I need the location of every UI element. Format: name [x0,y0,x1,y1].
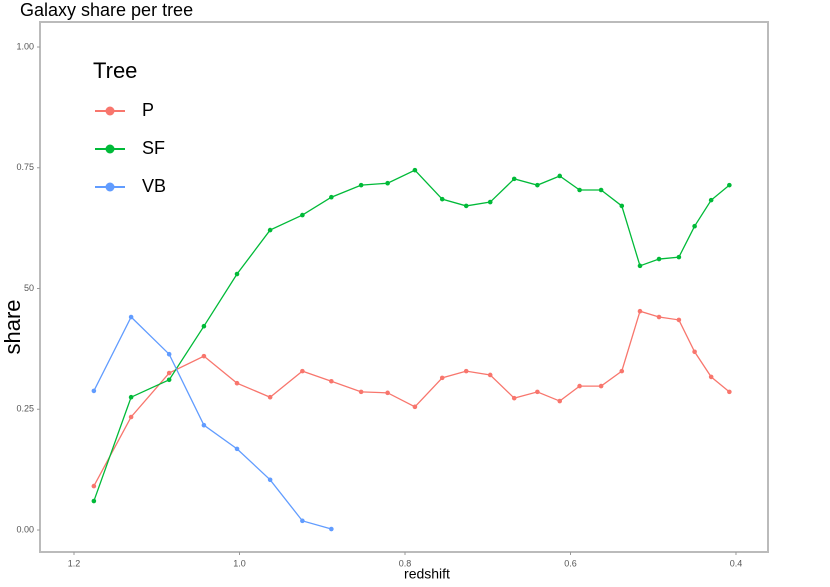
legend-label: VB [142,176,166,196]
data-point [128,414,134,420]
data-point [329,378,334,384]
data-point [577,187,582,193]
x-tick-label: 0.8 [399,558,412,568]
legend-dot [105,106,115,116]
data-point [329,194,334,200]
data-point [656,314,662,320]
data-point [577,383,582,389]
data-point [234,271,240,277]
data-point [234,380,240,386]
data-point [300,518,305,524]
panel-border [39,21,769,553]
data-point [676,317,682,323]
data-point [619,203,625,209]
y-tick-label: 0.75 [16,162,34,172]
data-point [128,314,134,320]
data-point [535,182,540,188]
data-point [128,394,134,400]
data-point [300,212,305,218]
y-axis-label: share [0,299,25,354]
data-point [439,375,445,381]
legend-label: SF [142,138,165,158]
data-point [619,368,625,374]
series-line [93,169,730,502]
data-point [598,187,604,193]
data-point [487,372,493,378]
data-point [358,182,364,188]
data-point [511,176,517,182]
data-point [676,254,682,260]
legend-dot [105,182,115,192]
data-point [557,173,563,179]
data-point [234,446,240,452]
data-point [692,223,697,229]
legend-label: P [142,100,154,120]
x-tick-label: 1.2 [68,558,81,568]
data-point [637,263,643,269]
data-point [598,383,604,389]
data-point [300,368,305,374]
x-tick-label: 0.6 [564,558,577,568]
data-point [487,199,493,205]
data-point [692,349,697,355]
x-axis-label: redshift [404,566,450,582]
data-point [358,389,364,395]
legend-dot [105,144,115,154]
data-point [535,389,540,395]
data-point [166,377,172,383]
data-point [267,477,273,483]
data-point [267,227,273,233]
data-point [201,422,207,428]
data-point [637,308,643,314]
y-tick-label: 0.00 [16,524,34,534]
x-tick-label: 1.0 [233,558,246,568]
data-point [166,351,172,357]
data-point [201,323,207,329]
data-point [463,203,469,209]
chart-title: Galaxy share per tree [20,0,193,20]
data-point [727,389,732,395]
data-point [439,196,445,202]
series-line [93,315,332,530]
data-point [708,197,714,203]
data-point [412,404,418,410]
data-point [727,182,732,188]
data-point [463,368,469,374]
data-point [708,374,714,380]
data-point [557,398,563,404]
data-point [166,370,172,376]
series-line [93,310,730,487]
data-point [201,353,207,359]
y-tick-label: 1.00 [16,41,34,51]
data-point [656,256,662,262]
data-point [412,167,418,173]
data-point [91,498,97,504]
data-point [91,483,97,489]
data-point [91,388,97,394]
title-box [0,0,260,22]
data-point [511,395,517,401]
legend-title: Tree [93,58,137,83]
data-point [385,390,390,396]
x-tick-label: 0.4 [730,558,743,568]
data-point [385,180,390,186]
data-point [267,394,273,400]
data-point [329,526,334,532]
y-tick-label: 0.25 [16,404,34,414]
y-tick-label: 50 [24,283,34,293]
